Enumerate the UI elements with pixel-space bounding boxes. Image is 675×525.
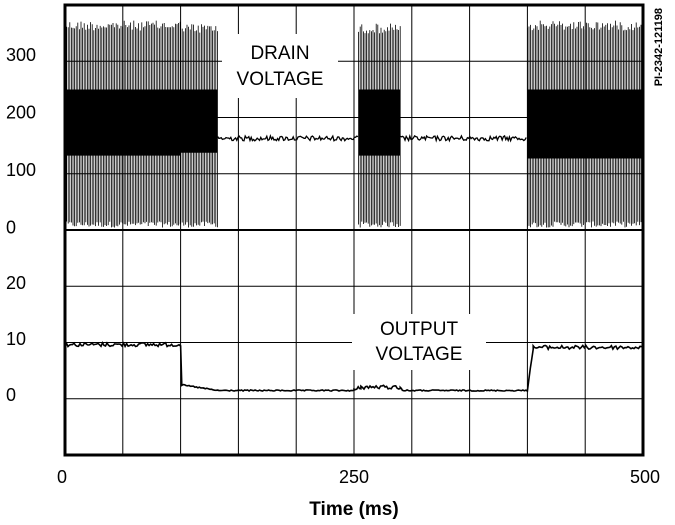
output-voltage-label-line1: OUTPUT	[380, 319, 459, 340]
traces	[64, 20, 644, 393]
drain-voltage-segment	[358, 23, 401, 228]
drain-voltage-label-line1: DRAIN	[250, 43, 309, 64]
y-tick-label: 0	[6, 218, 16, 238]
y-tick-label: 20	[6, 273, 26, 293]
drain-voltage-spikes	[527, 20, 643, 228]
x-tick-labels: 0 250 500	[57, 467, 660, 487]
drain-voltage-label-line2: VOLTAGE	[237, 69, 324, 90]
drain-voltage-spikes	[64, 20, 181, 228]
output-voltage-annotation: OUTPUT VOLTAGE	[352, 314, 486, 370]
x-tick-label: 500	[630, 467, 660, 487]
drain-voltage-segment	[180, 24, 218, 228]
drain-voltage-segment	[64, 20, 181, 228]
x-tick-label: 250	[339, 467, 369, 487]
y-tick-label: 0	[6, 385, 16, 405]
y-tick-label: 100	[6, 160, 36, 180]
drain-voltage-steady	[217, 134, 359, 143]
drain-voltage-annotation: DRAIN VOLTAGE	[222, 34, 338, 98]
output-voltage-label-line2: VOLTAGE	[376, 344, 463, 365]
drain-voltage-band	[180, 89, 218, 153]
drain-voltage-spikes	[358, 23, 401, 228]
y-tick-label: 10	[6, 329, 26, 349]
output-voltage-line	[64, 341, 644, 393]
x-axis-label: Time (ms)	[309, 499, 398, 520]
drain-voltage-segment	[399, 133, 527, 143]
y-tick-label: 300	[6, 45, 36, 65]
drain-voltage-spikes	[180, 24, 218, 228]
y-tick-label: 200	[6, 103, 36, 123]
drain-voltage-steady	[399, 133, 527, 143]
figure-id: PI-2342-121198	[653, 8, 665, 86]
x-tick-label: 0	[57, 467, 67, 487]
drain-voltage-segment	[217, 134, 359, 143]
drain-voltage-segment	[527, 20, 643, 228]
